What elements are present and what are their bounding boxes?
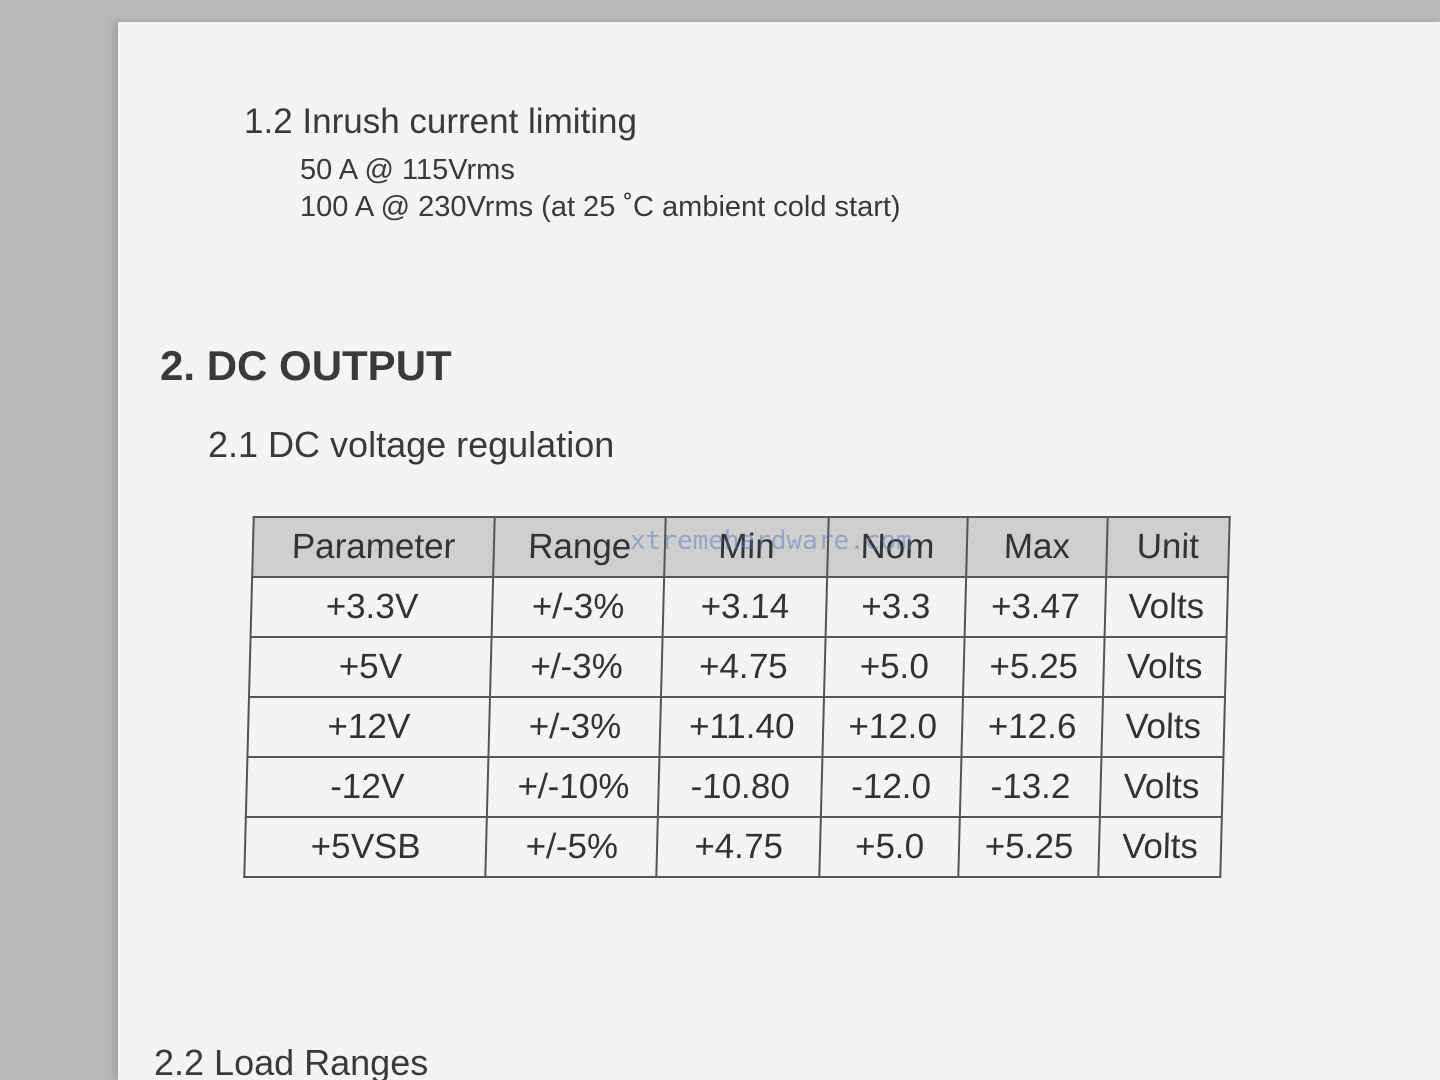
cell: +/-5% [485, 817, 659, 877]
watermark: xtremehardware.com [630, 526, 912, 556]
table-row: -12V +/-10% -10.80 -12.0 -13.2 Volts [245, 757, 1224, 817]
cell: +12V [247, 697, 491, 757]
table-row: +5V +/-3% +4.75 +5.0 +5.25 Volts [249, 637, 1227, 697]
table-row: +5VSB +/-5% +4.75 +5.0 +5.25 Volts [244, 817, 1222, 877]
section-heading: 2. DC OUTPUT [160, 342, 452, 389]
cell: -13.2 [960, 757, 1102, 817]
cell: +12.0 [822, 697, 964, 757]
cell: -12.0 [820, 757, 962, 817]
cell: +5.0 [823, 637, 965, 697]
cell: +5.25 [958, 817, 1100, 877]
text-line: 100 A @ 230Vrms (at 25 ˚C ambient cold s… [300, 191, 901, 223]
cell: +5.0 [819, 817, 961, 877]
text-line: 50 A @ 115Vrms [300, 154, 515, 186]
cell: +3.14 [662, 577, 827, 637]
cell: +/-10% [487, 757, 660, 817]
cell: Volts [1099, 757, 1224, 817]
section-title: 1.2 Inrush current limiting [244, 102, 637, 141]
cell: -10.80 [658, 757, 823, 817]
header-cell: Parameter [252, 517, 495, 577]
cell: Volts [1104, 577, 1229, 637]
cell: +12.6 [961, 697, 1103, 757]
cell: +/-3% [490, 637, 663, 697]
header-cell: Unit [1105, 517, 1230, 577]
cell: +/-3% [488, 697, 662, 757]
cell: -12V [245, 757, 489, 817]
cell: +5.25 [963, 637, 1105, 697]
cell: +3.47 [964, 577, 1106, 637]
cell: +/-3% [491, 577, 665, 637]
cell: +5V [249, 637, 492, 697]
regulation-table: Parameter Range Min Nom Max Unit +3.3V +/-3% +3.… [243, 516, 1230, 878]
cell: +4.75 [656, 817, 821, 877]
section-title: 2.1 DC voltage regulation [208, 424, 615, 465]
cell: +4.75 [661, 637, 826, 697]
section-title: 2.2 Load Ranges [154, 1042, 429, 1080]
cell: +5VSB [244, 817, 488, 877]
cell: Volts [1102, 637, 1227, 697]
cell: Volts [1097, 817, 1222, 877]
table-row: +3.3V +/-3% +3.14 +3.3 +3.47 Volts [250, 577, 1229, 637]
cell: +3.3 [825, 577, 967, 637]
table-row: +12V +/-3% +11.40 +12.0 +12.6 Volts [247, 697, 1225, 757]
cell: +3.3V [250, 577, 494, 637]
header-cell: Max [966, 517, 1108, 577]
cell: Volts [1101, 697, 1225, 757]
cell: +11.40 [659, 697, 824, 757]
